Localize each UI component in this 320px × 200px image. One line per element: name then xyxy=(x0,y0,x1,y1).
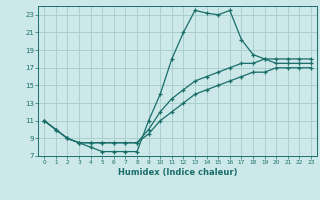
X-axis label: Humidex (Indice chaleur): Humidex (Indice chaleur) xyxy=(118,168,237,177)
